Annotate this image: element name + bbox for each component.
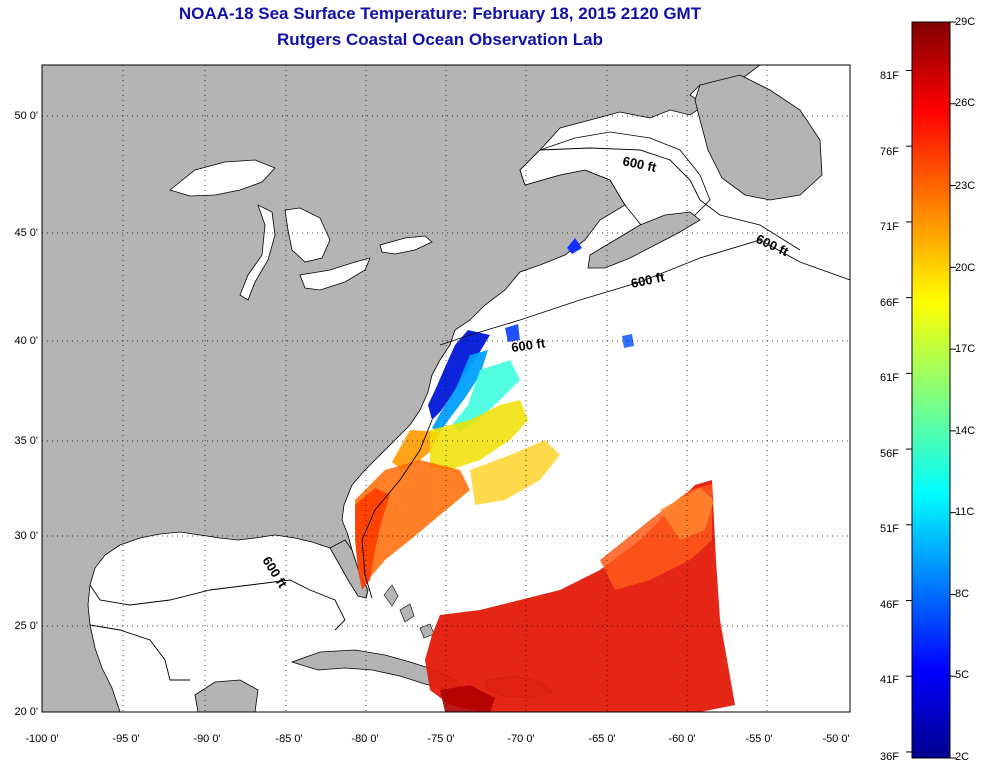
colorbar-celsius-label: 2C [955, 751, 970, 763]
lat-tick-label: 25 0' [14, 620, 38, 632]
colorbar-fahrenheit-label: 56F [880, 448, 899, 460]
colorbar-celsius-label: 20C [955, 262, 976, 274]
isobath-label: 600 ft [510, 335, 546, 355]
colorbar-fahrenheit-label: 71F [880, 221, 899, 233]
colorbar-fahrenheit-label: 66F [880, 297, 899, 309]
colorbar-celsius-label: 17C [955, 343, 976, 355]
north-america-land [42, 65, 761, 712]
lon-tick-label: -50 0' [822, 733, 850, 745]
lat-tick-label: 20 0' [14, 706, 38, 718]
lon-tick-label: -100 0' [25, 733, 59, 745]
isobath-label: 600 ft [630, 269, 667, 291]
map-frame [41, 64, 851, 713]
colorbar-fahrenheit-label: 46F [880, 599, 899, 611]
lon-tick-label: -55 0' [745, 733, 773, 745]
bahamas-land [383, 584, 435, 639]
lon-tick-label: -70 0' [507, 733, 535, 745]
colorbar-fahrenheit-label: 41F [880, 674, 899, 686]
colorbar-fahrenheit-label: 51F [880, 523, 899, 535]
map-subtitle: Rutgers Coastal Ocean Observation Lab [277, 30, 603, 49]
colorbar [911, 21, 951, 759]
colorbar-celsius-label: 23C [955, 180, 976, 192]
lon-tick-label: -90 0' [193, 733, 221, 745]
colorbar-fahrenheit-label: 36F [880, 751, 899, 763]
lon-tick-label: -95 0' [112, 733, 140, 745]
colorbar-fahrenheit-label: 61F [880, 372, 899, 384]
colorbar-celsius-label: 29C [955, 16, 976, 28]
isobath-label: 600 ft [621, 153, 658, 175]
lat-tick-label: 45 0' [14, 227, 38, 239]
colorbar-celsius-label: 26C [955, 97, 976, 109]
yucatan-land [194, 679, 259, 712]
colorbar-celsius-label: 14C [955, 425, 976, 437]
colorbar-celsius-label: 5C [955, 669, 970, 681]
colorbar-fahrenheit-label: 76F [880, 146, 899, 158]
isobath-lines [89, 147, 850, 681]
nova-scotia-land [587, 211, 701, 269]
lon-tick-label: -80 0' [351, 733, 379, 745]
colorbar-fahrenheit-label: 81F [880, 70, 899, 82]
lat-tick-label: 30 0' [14, 530, 38, 542]
colorbar-celsius-label: 8C [955, 588, 970, 600]
florida-land [329, 539, 369, 599]
lon-tick-label: -75 0' [427, 733, 455, 745]
great-lakes [169, 159, 433, 301]
colorbar-celsius-label: 11C [955, 506, 975, 518]
lon-tick-label: -60 0' [668, 733, 696, 745]
lon-tick-label: -85 0' [275, 733, 303, 745]
lon-tick-label: -65 0' [588, 733, 616, 745]
lat-tick-label: 35 0' [14, 435, 38, 447]
lat-tick-label: 40 0' [14, 335, 38, 347]
colorbar-ticks [906, 21, 956, 759]
lat-tick-label: 50 0' [14, 110, 38, 122]
newfoundland-land [694, 74, 823, 201]
map-title: NOAA-18 Sea Surface Temperature: Februar… [178, 4, 702, 23]
